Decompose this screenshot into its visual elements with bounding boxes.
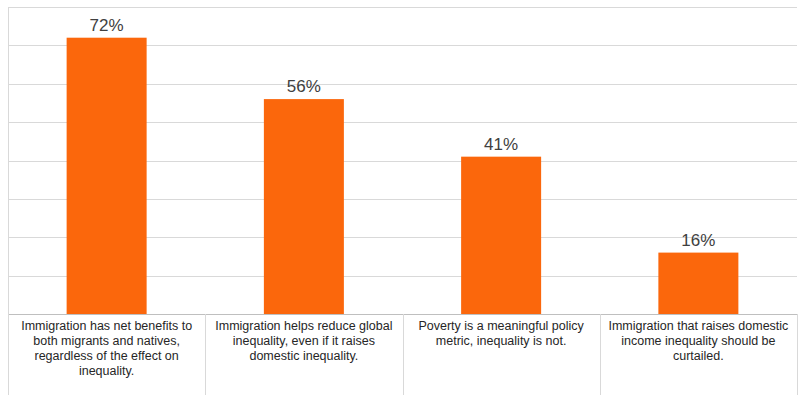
category-label: Poverty is a meaningful policy metric, i… bbox=[407, 319, 596, 349]
category-separator bbox=[403, 314, 404, 395]
bars bbox=[67, 38, 739, 314]
bar bbox=[658, 253, 738, 314]
axis-line bbox=[8, 7, 9, 395]
data-label: 16% bbox=[681, 231, 715, 250]
category-separator bbox=[205, 314, 206, 395]
category-label: Immigration helps reduce global inequali… bbox=[209, 319, 398, 364]
grid-line bbox=[8, 314, 797, 315]
data-label: 72% bbox=[90, 16, 124, 35]
category-label: Immigration that raises domestic income … bbox=[604, 319, 793, 364]
data-label: 56% bbox=[287, 77, 321, 96]
category-label: Immigration has net benefits to both mig… bbox=[12, 319, 201, 379]
grid-line bbox=[8, 7, 797, 8]
category-separator bbox=[797, 314, 798, 395]
chart: 72% 56% 41% 16% Immigration has net benefits… bbox=[0, 0, 807, 395]
data-label: 41% bbox=[484, 135, 518, 154]
category-separator bbox=[600, 314, 601, 395]
bar bbox=[67, 38, 147, 314]
bar bbox=[264, 99, 344, 314]
bar bbox=[461, 157, 541, 314]
